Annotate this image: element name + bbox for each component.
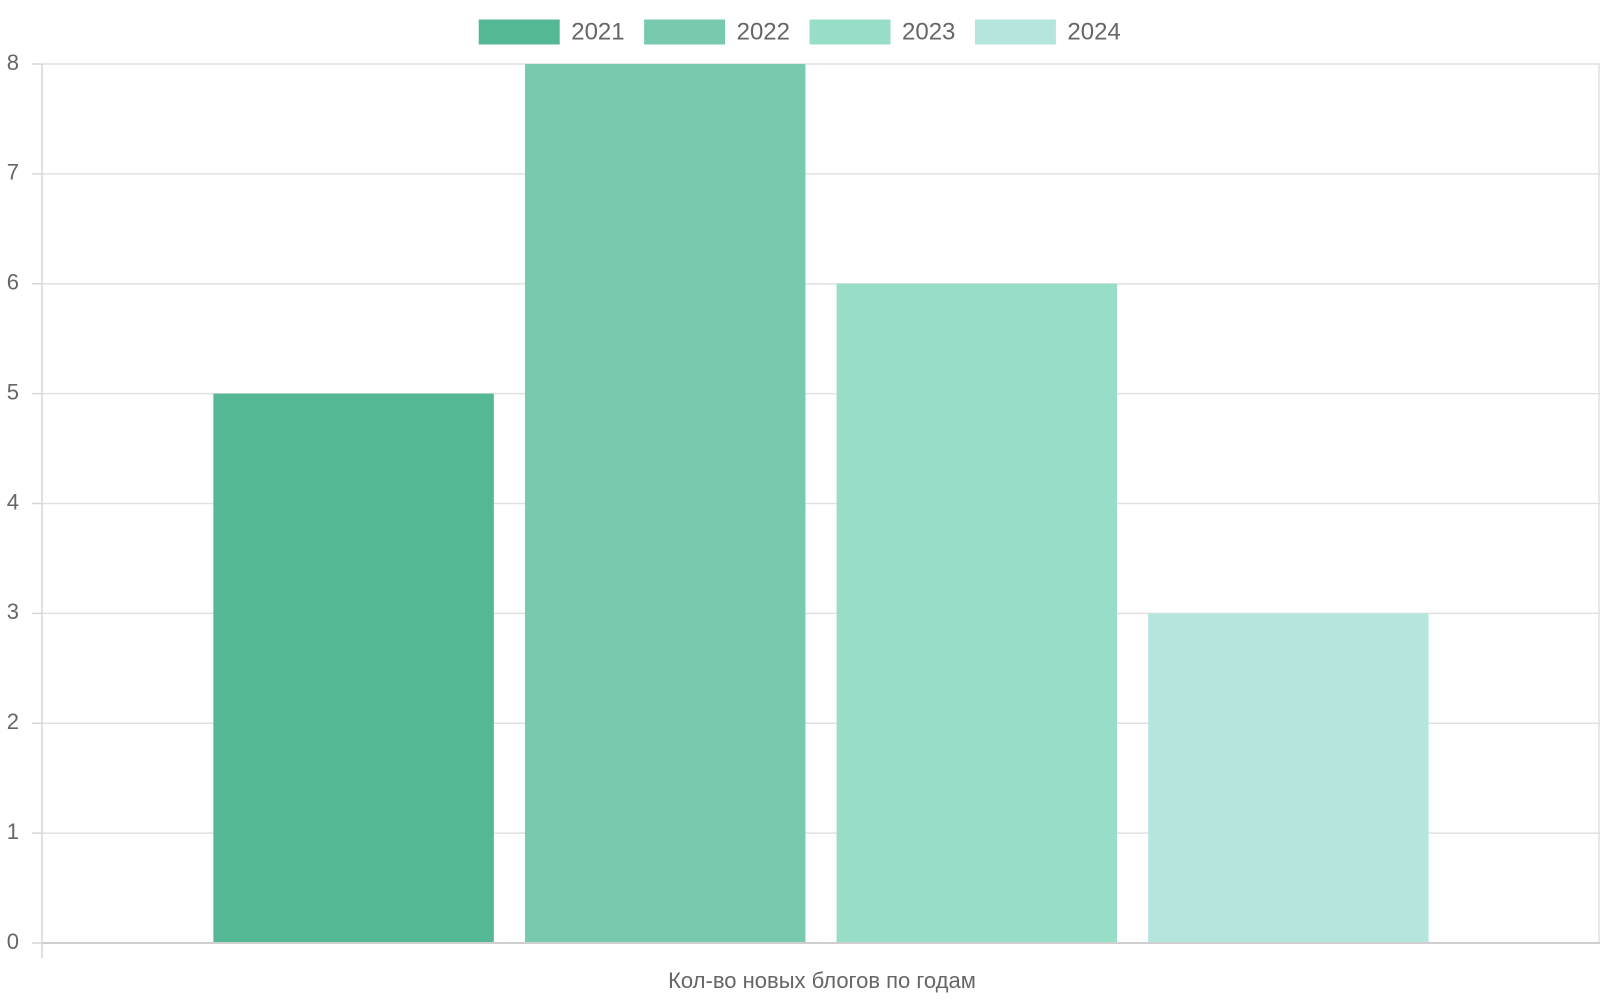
legend-label: 2024 [1067,18,1120,45]
legend: 2021 2022 2023 2024 [478,18,1121,45]
legend-item-2021: 2021 [478,18,625,45]
axes: 0 1 2 3 4 5 6 7 8 [7,50,1600,958]
legend-label: 2023 [902,18,955,45]
legend-swatch [644,19,726,45]
legend-swatch [809,19,891,45]
x-axis-title: Кол-во новых блогов по годам [668,968,976,993]
bar-2021 [213,393,494,943]
legend-label: 2022 [737,18,790,45]
bar-2024 [1148,613,1429,943]
y-tick-label: 3 [7,599,19,624]
bar-2022 [524,64,806,943]
y-tick-label: 4 [7,489,19,514]
y-tick-label: 6 [7,270,19,295]
y-tick-label: 8 [7,50,19,75]
y-tick-label: 0 [7,929,19,954]
y-tick-label: 7 [7,160,19,185]
legend-label: 2021 [571,18,624,45]
bars [213,64,1429,943]
bar-2023 [836,283,1118,943]
legend-item-2023: 2023 [809,18,955,45]
y-tick-label: 2 [7,709,19,734]
legend-item-2022: 2022 [644,18,790,45]
legend-swatch [974,19,1056,45]
legend-swatch [478,19,560,45]
y-tick-label: 1 [7,819,19,844]
y-tick-label: 5 [7,379,19,404]
legend-item-2024: 2024 [974,18,1121,45]
